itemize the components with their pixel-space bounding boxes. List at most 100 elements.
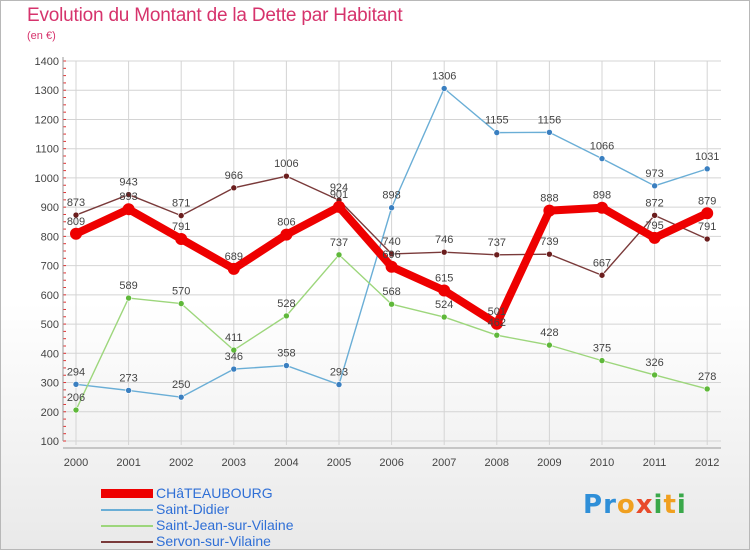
logo-letter: P — [583, 490, 604, 520]
data-label-sjean: 428 — [540, 327, 558, 339]
x-tick-label: 2009 — [537, 457, 561, 469]
data-label-chat: 795 — [645, 220, 663, 232]
data-label-sdidier: 1155 — [485, 115, 509, 127]
data-label-sjean: 375 — [593, 343, 611, 355]
point-sdidier-2011 — [651, 182, 658, 190]
point-sdidier-2008 — [493, 129, 501, 136]
data-label-chat: 888 — [540, 193, 558, 205]
x-tick-label: 2011 — [643, 457, 667, 469]
point-sdidier-2000 — [72, 380, 80, 388]
point-chat-2012 — [701, 207, 714, 220]
point-servon-2001 — [125, 191, 132, 198]
point-servon-2003 — [230, 184, 238, 192]
data-labels-layer: 294 273 250 346 358 293 898 1306 1155 1156 1066 973… — [67, 70, 720, 404]
logo-letter: i — [653, 490, 664, 520]
x-tick-label: 2000 — [64, 457, 88, 469]
data-label-servon: 924 — [330, 182, 348, 194]
point-chat-2009 — [543, 204, 556, 217]
legend-swatch-sdidier — [101, 509, 153, 511]
point-sjean-2008 — [493, 331, 501, 339]
data-label-sjean: 462 — [488, 317, 506, 329]
y-tick-label: 1000 — [35, 173, 59, 185]
data-label-sdidier: 898 — [382, 190, 400, 202]
data-label-servon: 873 — [67, 197, 85, 209]
data-label-servon: 737 — [488, 237, 506, 249]
point-sjean-2006 — [388, 300, 395, 308]
legend-item-sdidier: Saint-Didier — [101, 501, 361, 517]
data-label-sdidier: 1156 — [538, 114, 562, 126]
data-label-chat: 806 — [277, 217, 295, 229]
data-label-sjean: 568 — [382, 286, 400, 298]
data-label-chat: 809 — [67, 216, 85, 228]
point-chat-2005 — [333, 200, 345, 213]
point-servon-2010 — [598, 271, 606, 279]
point-chat-2008 — [490, 317, 503, 330]
point-servon-2009 — [546, 250, 553, 258]
legend-label-sdidier: Saint-Didier — [156, 501, 230, 517]
data-label-sjean: 411 — [225, 332, 243, 344]
legend-label-chat: CHâTEAUBOURG — [156, 485, 273, 501]
point-servon-2002 — [177, 212, 185, 219]
point-chat-2001 — [122, 203, 135, 216]
x-tick-label: 2003 — [222, 457, 246, 469]
data-label-servon: 739 — [540, 236, 558, 248]
x-tick-label: 2006 — [379, 457, 403, 469]
x-tick-label: 2005 — [327, 457, 351, 469]
point-chat-2003 — [227, 262, 240, 275]
data-label-sjean: 528 — [277, 298, 295, 310]
point-sjean-2002 — [177, 300, 185, 307]
data-label-sdidier: 293 — [330, 367, 348, 379]
data-label-sdidier: 294 — [67, 366, 85, 378]
point-chat-2011 — [648, 231, 661, 244]
data-label-chat: 893 — [119, 191, 137, 203]
point-servon-2004 — [283, 172, 290, 180]
data-label-servon: 943 — [119, 177, 137, 189]
legend-item-sjean: Saint-Jean-sur-Vilaine — [101, 517, 361, 533]
data-label-servon: 871 — [172, 198, 190, 210]
point-sjean-2000 — [72, 406, 80, 414]
point-sjean-2011 — [651, 371, 658, 379]
point-sdidier-2012 — [703, 165, 711, 173]
data-label-sdidier: 973 — [645, 168, 663, 180]
point-sdidier-2004 — [283, 362, 290, 369]
point-sdidier-2002 — [177, 393, 185, 401]
y-tick-label: 900 — [41, 202, 59, 214]
legend-swatch-chat — [101, 489, 153, 498]
data-label-sdidier: 1066 — [590, 141, 614, 153]
x-tick-label: 2012 — [695, 457, 719, 469]
point-sjean-2005 — [335, 251, 343, 259]
point-sjean-2012 — [703, 385, 711, 393]
data-label-servon: 667 — [593, 257, 611, 269]
point-sjean-2007 — [440, 313, 448, 321]
chart-unit-label: (en €) — [27, 30, 56, 42]
data-label-sdidier: 1306 — [432, 70, 456, 82]
x-tick-label: 2007 — [432, 457, 456, 469]
logo-letter: r — [603, 490, 617, 520]
point-servon-2008 — [493, 251, 501, 259]
x-tick-label: 2010 — [590, 457, 614, 469]
data-label-servon: 872 — [645, 197, 663, 209]
point-sdidier-2009 — [546, 129, 553, 136]
point-chat-2006 — [385, 260, 398, 273]
point-servon-2012 — [703, 235, 711, 243]
data-label-servon: 966 — [225, 170, 243, 182]
data-label-servon: 791 — [698, 221, 716, 233]
logo-letter: x — [635, 490, 654, 520]
logo-letter: o — [616, 490, 636, 520]
y-tick-label: 500 — [41, 319, 59, 331]
y-tick-label: 1200 — [35, 114, 59, 126]
data-label-sjean: 326 — [645, 357, 663, 369]
point-chat-2004 — [280, 228, 293, 241]
data-label-sdidier: 250 — [172, 379, 190, 391]
data-label-chat: 501 — [488, 306, 506, 318]
x-tick-label: 2004 — [274, 457, 298, 469]
point-servon-2006 — [388, 250, 395, 258]
data-label-sjean: 206 — [67, 392, 85, 404]
y-tick-label: 600 — [41, 290, 59, 302]
data-label-chat: 791 — [172, 221, 190, 233]
data-label-sdidier: 358 — [277, 348, 295, 360]
legend-swatch-servon — [101, 541, 153, 543]
x-tick-label: 2008 — [485, 457, 509, 469]
y-tick-label: 1300 — [35, 85, 59, 97]
y-tick-label: 200 — [41, 407, 59, 419]
